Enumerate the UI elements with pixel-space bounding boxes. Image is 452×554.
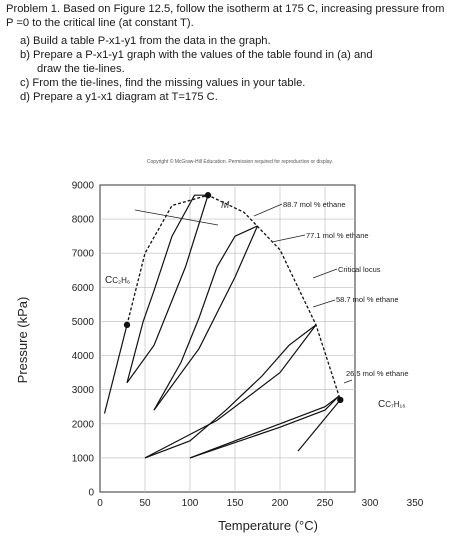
series-line [103,324,128,414]
task-list: a) Build a table P-x1-y1 from the data i… [6,34,446,104]
series-line [297,399,341,452]
x-tick-label: 100 [182,498,199,509]
x-tick-label: 300 [362,498,379,509]
series-line [153,225,258,411]
series-line [144,324,317,459]
y-tick-label: 7000 [72,249,95,260]
y-tick-label: 3000 [72,385,95,396]
ethane-label-formula: C₂H₆ [112,276,130,285]
ethane-label-c: C [105,275,112,286]
task-b-continuation: draw the tie-lines. [37,63,125,75]
series-line [189,396,339,459]
x-tick-label: 250 [317,498,334,509]
data-point [204,192,212,199]
task-d: d) Prepare a y1-x1 diagram at T=175 C. [6,90,446,104]
y-tick-label: 2000 [72,419,95,430]
series-line [126,194,341,401]
heptane-label: CC₇H₁₆ [378,399,405,410]
annotation-leaders [134,203,353,384]
series-line [153,225,259,411]
annotation-88-7: 88.7 mol % ethane [283,200,346,209]
leader-m-left [134,209,219,226]
x-tick-label: 350 [407,498,424,509]
x-axis-label: Temperature (°C) [218,518,318,533]
series-line [189,396,339,459]
plot-frame [99,184,356,493]
task-a-text: a) Build a table P-x1-y1 from the data i… [20,35,271,47]
x-tick-label: 150 [227,498,244,509]
leader-58-7 [312,299,336,308]
critical-point-label: M [221,200,230,211]
problem-intro: Problem 1. Based on Figure 12.5, follow … [6,3,445,29]
x-tick-label: 200 [272,498,289,509]
task-b-text: b) Prepare a P-x1-y1 graph with the valu… [20,49,373,61]
y-axis-label: Pressure (kPa) [15,297,30,384]
y-tick-label: 4000 [72,351,95,362]
problem-statement: Problem 1. Based on Figure 12.5, follow … [6,2,446,104]
phase-diagram-figure: Copyright © McGraw-Hill Education. Permi… [0,150,452,549]
phase-diagram-chart: Copyright © McGraw-Hill Education. Permi… [15,158,424,533]
task-c-text: c) From the tie-lines, find the missing … [20,77,306,89]
leader-77-1 [271,234,306,243]
chart-curves [103,192,344,459]
x-tick-label: 0 [97,498,103,509]
y-tick-label: 0 [88,488,94,499]
leader-88-7 [253,203,283,217]
y-tick-label: 5000 [72,317,95,328]
annotation-58-7: 58.7 mol % ethane [336,295,399,304]
ethane-label: CC₂H₆ [105,275,130,286]
y-tick-label: 9000 [72,181,95,192]
x-tick-label: 50 [139,498,151,509]
series-line [126,194,208,383]
leader-26-5 [343,379,353,384]
data-point [123,321,131,329]
task-d-text: d) Prepare a y1-x1 diagram at T=175 C. [20,91,218,103]
leader-critical-locus [312,268,338,279]
task-c: c) From the tie-lines, find the missing … [6,76,446,90]
y-tick-label: 8000 [72,215,95,226]
y-tick-label: 6000 [72,283,95,294]
heptane-label-formula: C₇H₁₆ [385,400,405,409]
annotation-77-1: 77.1 mol % ethane [306,231,369,240]
heptane-label-c: C [378,399,385,410]
chart-ticks: 0 1000 2000 3000 4000 5000 6000 7000 8000 9000 0 50… [72,181,424,510]
y-tick-label: 1000 [72,453,95,464]
series-line [126,195,209,384]
annotation-26-5: 26.5 mol % ethane [346,369,409,378]
annotation-critical-locus: Critical locus [338,265,381,274]
copyright-note: Copyright © McGraw-Hill Education. Permi… [147,158,333,165]
data-point [337,396,344,404]
task-a: a) Build a table P-x1-y1 from the data i… [6,34,446,48]
task-b: b) Prepare a P-x1-y1 graph with the valu… [6,48,446,76]
series-line [144,324,317,459]
